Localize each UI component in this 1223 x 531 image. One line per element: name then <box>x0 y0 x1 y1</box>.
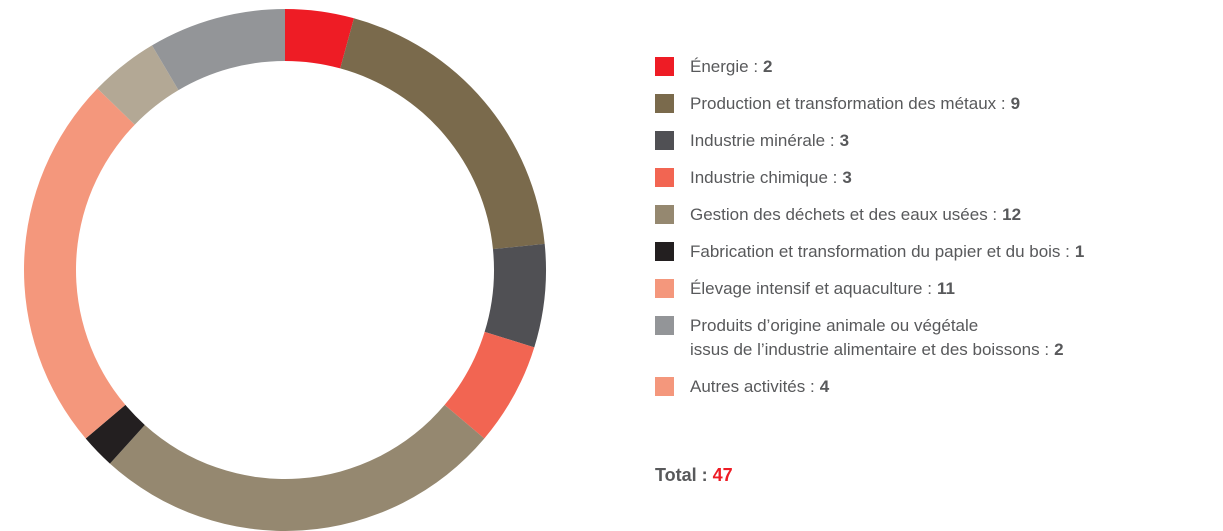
total-label: Total : <box>655 465 708 485</box>
legend-text: Fabrication et transformation du papier … <box>690 240 1084 264</box>
donut-segment <box>85 404 145 464</box>
legend-item: Autres activités :4 <box>655 375 1084 399</box>
legend-text: Autres activités :4 <box>690 375 829 399</box>
legend-text: Élevage intensif et aquaculture :11 <box>690 277 955 301</box>
legend-value: 3 <box>839 131 850 150</box>
legend-label: Fabrication et transformation du papier … <box>690 242 1070 261</box>
donut-segment <box>151 9 285 91</box>
legend-label: Produits d’origine animale ou végétale i… <box>690 316 1050 359</box>
legend-label: Élevage intensif et aquaculture : <box>690 279 932 298</box>
legend-value: 4 <box>819 377 830 396</box>
donut-segment <box>285 9 354 69</box>
donut-segment <box>109 404 485 531</box>
legend-value: 2 <box>763 57 773 76</box>
legend-swatch <box>655 279 674 298</box>
legend: Énergie :2 Production et transformation d… <box>655 55 1084 412</box>
legend-text: Industrie minérale :3 <box>690 129 849 153</box>
legend-swatch <box>655 168 674 187</box>
legend-swatch <box>655 242 674 261</box>
total-value: 47 <box>712 465 733 485</box>
donut-segment <box>97 45 179 125</box>
legend-item: Énergie :2 <box>655 55 1084 79</box>
legend-value: 9 <box>1010 94 1021 113</box>
legend-swatch <box>655 316 674 335</box>
legend-label: Énergie : <box>690 57 759 76</box>
legend-text: Énergie :2 <box>690 55 773 79</box>
legend-label: Autres activités : <box>690 377 815 396</box>
donut-segment <box>444 331 535 439</box>
legend-text: Gestion des déchets et des eaux usées :1… <box>690 203 1021 227</box>
legend-label: Industrie minérale : <box>690 131 835 150</box>
legend-item: Élevage intensif et aquaculture :11 <box>655 277 1084 301</box>
legend-item: Produits d’origine animale ou végétale i… <box>655 314 1084 362</box>
legend-item: Fabrication et transformation du papier … <box>655 240 1084 264</box>
legend-value: 3 <box>842 168 852 187</box>
legend-value: 12 <box>1002 205 1022 224</box>
legend-text: Production et transformation des métaux … <box>690 92 1020 116</box>
legend-item: Production et transformation des métaux … <box>655 92 1084 116</box>
legend-value: 1 <box>1074 242 1085 261</box>
legend-swatch <box>655 377 674 396</box>
legend-label: Industrie chimique : <box>690 168 838 187</box>
legend-item: Industrie minérale :3 <box>655 129 1084 153</box>
legend-value: 11 <box>936 279 955 298</box>
legend-item: Industrie chimique :3 <box>655 166 1084 190</box>
legend-swatch <box>655 57 674 76</box>
legend-swatch <box>655 131 674 150</box>
donut-segment <box>484 243 546 348</box>
legend-text: Produits d’origine animale ou végétale i… <box>690 314 1064 362</box>
legend-label: Gestion des déchets et des eaux usées : <box>690 205 998 224</box>
legend-value: 2 <box>1054 340 1064 359</box>
donut-chart <box>23 9 546 531</box>
donut-segment <box>23 88 135 439</box>
legend-swatch <box>655 94 674 113</box>
legend-label: Production et transformation des métaux … <box>690 94 1006 113</box>
legend-item: Gestion des déchets et des eaux usées :1… <box>655 203 1084 227</box>
legend-text: Industrie chimique :3 <box>690 166 852 190</box>
total: Total :47 <box>655 465 733 486</box>
legend-swatch <box>655 205 674 224</box>
donut-segment <box>340 18 545 250</box>
